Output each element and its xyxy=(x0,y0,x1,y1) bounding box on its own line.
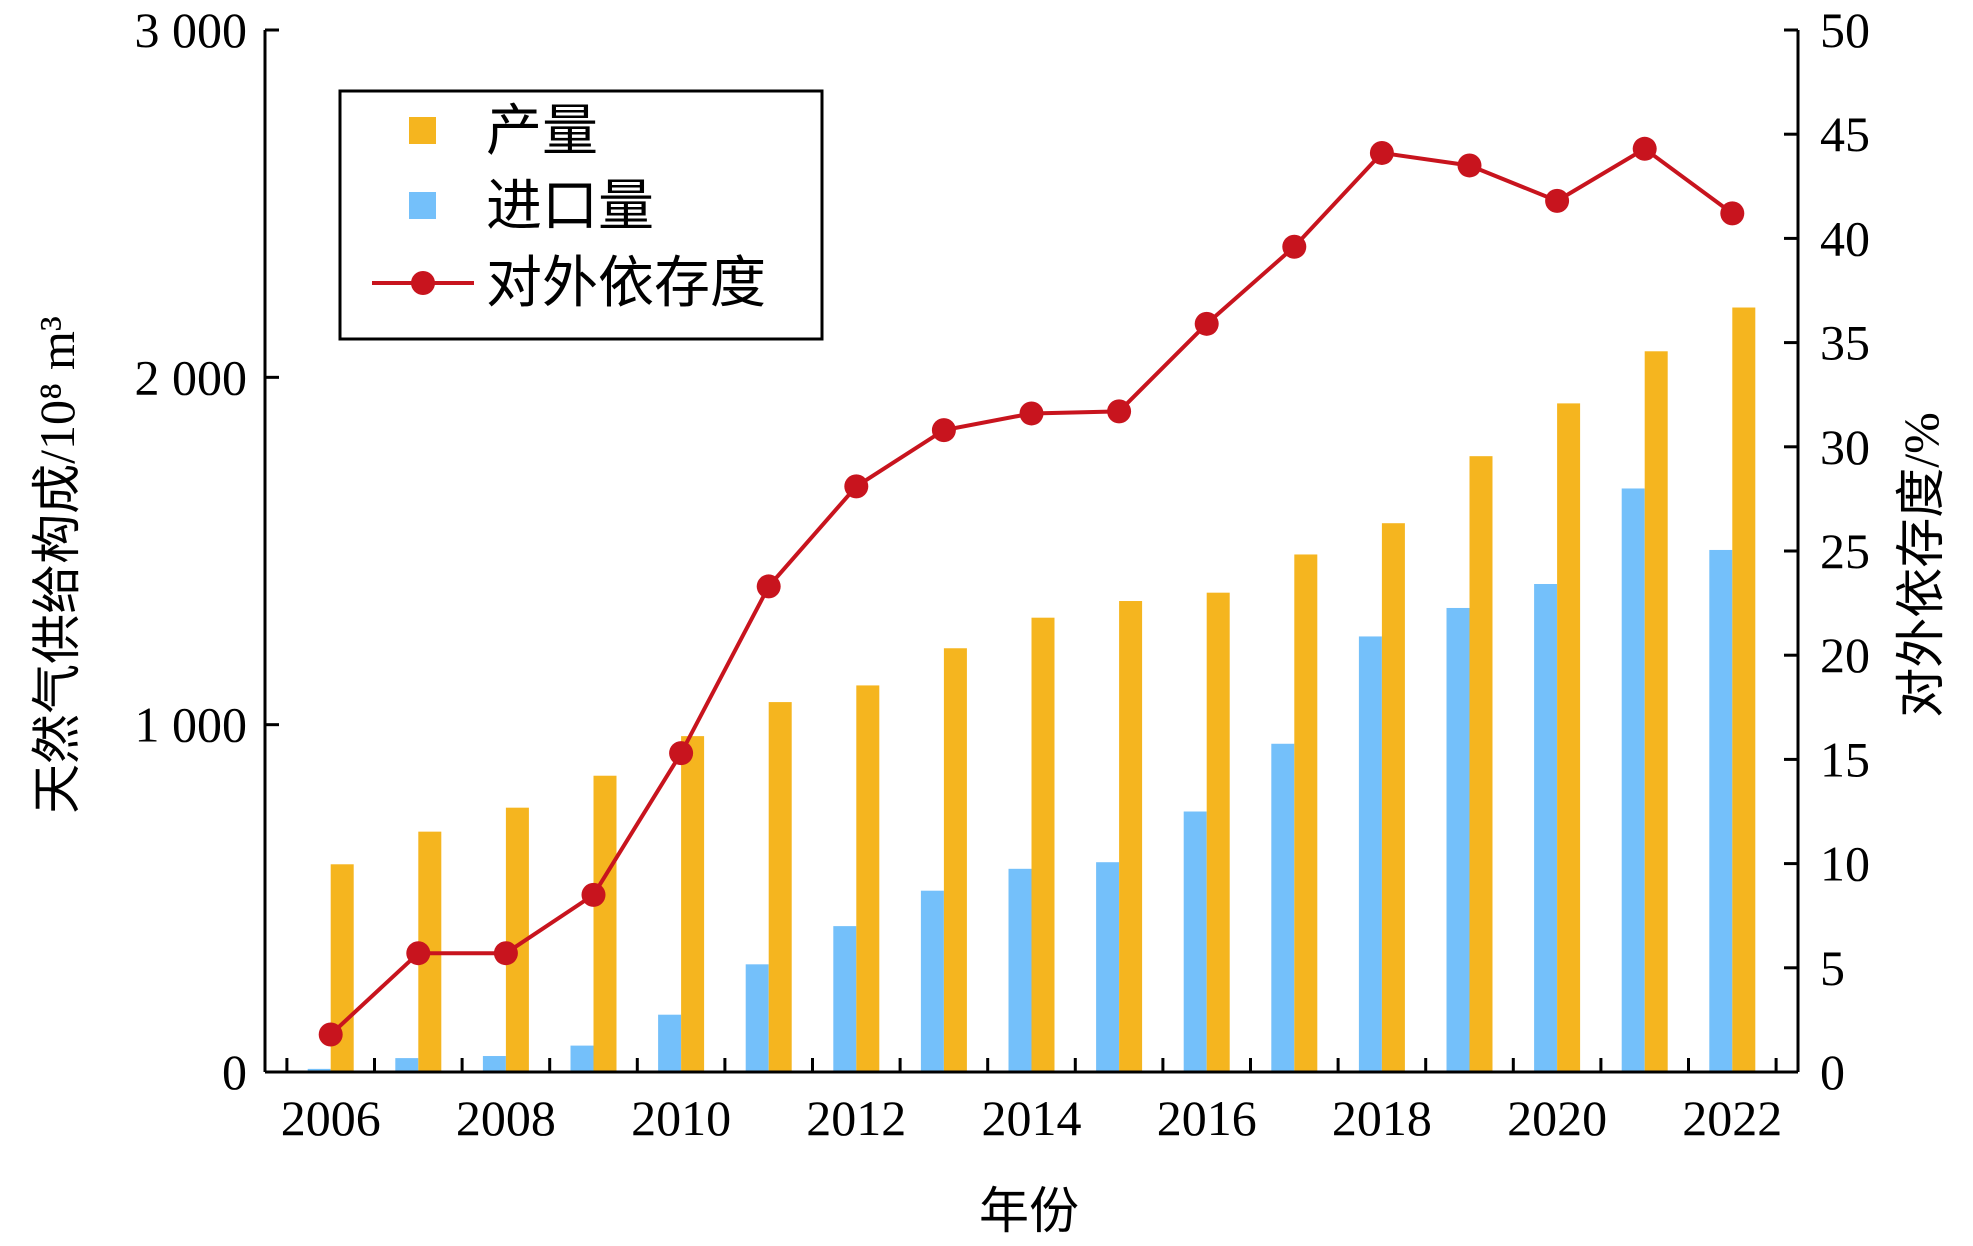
legend-swatch-import xyxy=(409,192,436,219)
bar-production-2017 xyxy=(1294,554,1318,1072)
x-tick-label: 2014 xyxy=(982,1090,1082,1146)
legend: 产量 进口量 对外依存度 xyxy=(338,89,824,341)
bar-production-2011 xyxy=(768,702,792,1072)
x-tick-label: 2006 xyxy=(281,1090,381,1146)
bar-import-2022 xyxy=(1709,549,1733,1072)
bar-production-2021 xyxy=(1644,351,1668,1072)
point-dependence-2015 xyxy=(1107,399,1132,424)
bar-import-2020 xyxy=(1534,583,1558,1072)
point-dependence-2021 xyxy=(1632,136,1657,161)
y-right-tick-label: 25 xyxy=(1820,523,1870,579)
point-dependence-2019 xyxy=(1457,153,1482,178)
y-right-tick-label: 35 xyxy=(1820,315,1870,371)
bar-import-2014 xyxy=(1008,868,1032,1072)
x-tick-label: 2020 xyxy=(1507,1090,1607,1146)
y-right-tick-label: 15 xyxy=(1820,731,1870,787)
bar-import-2008 xyxy=(482,1056,506,1072)
bar-production-2018 xyxy=(1381,523,1405,1072)
y-left-axis-label: 天然气供给构成/10⁸ m³ xyxy=(29,316,85,814)
point-dependence-2016 xyxy=(1194,311,1219,336)
legend-swatch-production xyxy=(409,117,436,144)
x-tick-label: 2012 xyxy=(806,1090,906,1146)
y-right-tick-label: 45 xyxy=(1820,106,1870,162)
x-tick-label: 2008 xyxy=(456,1090,556,1146)
point-dependence-2013 xyxy=(931,418,956,443)
bar-import-2007 xyxy=(395,1058,419,1072)
point-dependence-2012 xyxy=(844,474,869,499)
point-dependence-2011 xyxy=(756,574,781,599)
bar-import-2021 xyxy=(1621,488,1645,1073)
bar-production-2016 xyxy=(1206,592,1230,1072)
ticks-layer: 0 1 000 2 000 3 000 0 5 10 15 20 25 30 35 40 45 50 2006… xyxy=(135,2,1871,1146)
bar-production-2009 xyxy=(593,775,617,1072)
y-left-tick-label: 2 000 xyxy=(135,349,248,405)
y-left-tick-label: 3 000 xyxy=(135,2,248,58)
y-right-tick-label: 5 xyxy=(1820,940,1845,996)
y-right-tick-label: 20 xyxy=(1820,627,1870,683)
bar-production-2015 xyxy=(1119,601,1143,1072)
legend-label-import: 进口量 xyxy=(486,176,654,238)
y-left-tick-label: 0 xyxy=(222,1044,247,1100)
bar-import-2013 xyxy=(920,890,944,1072)
y-right-tick-label: 40 xyxy=(1820,210,1870,266)
y-right-tick-label: 10 xyxy=(1820,836,1870,892)
bars-layer xyxy=(307,307,1756,1073)
point-dependence-2007 xyxy=(406,941,431,966)
bar-import-2006 xyxy=(307,1068,331,1072)
point-dependence-2008 xyxy=(493,941,518,966)
point-dependence-2020 xyxy=(1545,188,1570,213)
bar-production-2010 xyxy=(681,736,705,1072)
bar-production-2022 xyxy=(1732,307,1756,1072)
x-tick-label: 2018 xyxy=(1332,1090,1432,1146)
x-tick-label: 2016 xyxy=(1157,1090,1257,1146)
point-dependence-2017 xyxy=(1282,234,1307,259)
x-axis-label: 年份 xyxy=(979,1183,1079,1239)
point-dependence-2014 xyxy=(1019,401,1044,426)
legend-label-production: 产量 xyxy=(486,101,598,163)
y-right-tick-label: 0 xyxy=(1820,1044,1845,1100)
bar-import-2015 xyxy=(1096,862,1120,1072)
bar-import-2018 xyxy=(1358,636,1382,1072)
point-dependence-2018 xyxy=(1369,140,1394,165)
point-dependence-2009 xyxy=(581,882,606,907)
y-left-tick-label: 1 000 xyxy=(135,697,248,753)
x-tick-label: 2022 xyxy=(1682,1090,1782,1146)
point-dependence-2010 xyxy=(669,741,694,766)
x-tick-label: 2010 xyxy=(631,1090,731,1146)
bar-production-2019 xyxy=(1469,456,1493,1073)
bar-import-2012 xyxy=(833,926,857,1072)
bar-production-2020 xyxy=(1557,403,1581,1073)
bar-import-2019 xyxy=(1446,607,1470,1072)
line-layer xyxy=(318,136,1745,1047)
legend-marker-dependence xyxy=(411,271,435,295)
point-dependence-2022 xyxy=(1720,201,1745,226)
point-dependence-2006 xyxy=(318,1022,343,1047)
y-right-axis-label: 对外依存度/% xyxy=(1893,412,1949,718)
bar-production-2008 xyxy=(505,807,529,1072)
bar-production-2014 xyxy=(1031,617,1055,1072)
legend-label-dependence: 对外依存度 xyxy=(486,253,766,315)
y-right-tick-label: 30 xyxy=(1820,419,1870,475)
bar-import-2017 xyxy=(1271,743,1295,1072)
bar-import-2010 xyxy=(658,1014,682,1072)
bar-production-2012 xyxy=(856,685,880,1072)
bar-import-2009 xyxy=(570,1045,594,1072)
bar-import-2011 xyxy=(745,964,769,1072)
y-right-tick-label: 50 xyxy=(1820,2,1870,58)
bar-production-2013 xyxy=(943,648,967,1072)
bar-import-2016 xyxy=(1183,811,1207,1072)
